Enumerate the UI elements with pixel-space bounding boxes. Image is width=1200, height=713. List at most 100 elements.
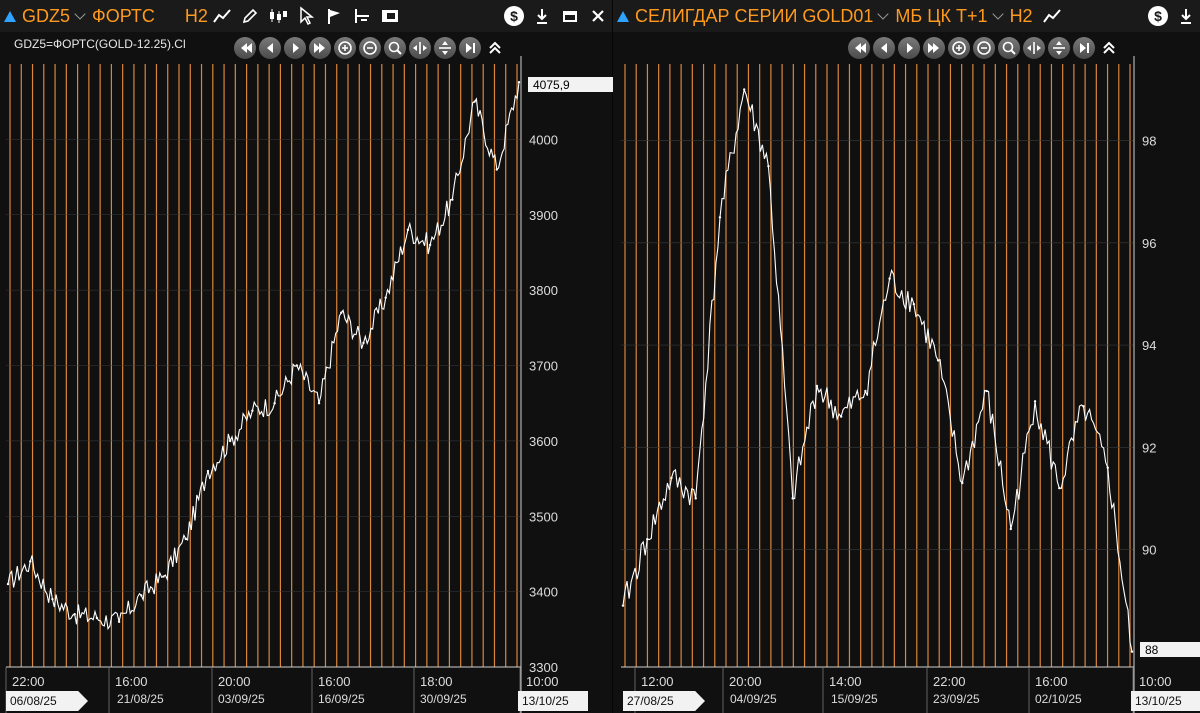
jump-latest-button[interactable]	[459, 37, 481, 59]
scroll-left-button[interactable]	[873, 37, 895, 59]
right-time-label: 14:00	[829, 674, 862, 689]
right-y-tick-label: 96	[1142, 236, 1156, 251]
right-data-point	[767, 165, 770, 168]
right-navigation-bar	[848, 37, 1120, 59]
left-date-label: 03/09/25	[218, 692, 265, 706]
right-data-point	[1082, 405, 1085, 408]
left-data-point	[140, 594, 143, 597]
scroll-right-button[interactable]	[284, 37, 306, 59]
svg-text:$: $	[1154, 8, 1162, 24]
left-y-tick-label: 3600	[529, 434, 558, 449]
right-data-point	[1106, 466, 1109, 469]
right-data-point	[791, 497, 794, 500]
scroll-start-button[interactable]	[848, 37, 870, 59]
download-icon[interactable]	[1173, 3, 1199, 29]
candles-icon[interactable]	[265, 3, 291, 29]
collapse-toolbar-icon[interactable]	[484, 37, 506, 59]
right-date-label: 27/08/25	[627, 694, 674, 708]
right-chart-panel: СЕЛИГДАР СЕРИИ GOLD01 МБ ЦК Т+1 H2 $ 98 9…	[613, 0, 1200, 713]
right-price-chart[interactable]: 98 96 94 92 90 12:00 20:00 14:00 22:00 16:00 10:00	[613, 0, 1200, 713]
scroll-end-button[interactable]	[309, 37, 331, 59]
left-y-tick-label: 4000	[529, 132, 558, 147]
collapse-toolbar-icon[interactable]	[1098, 37, 1120, 59]
right-data-point	[961, 481, 964, 485]
scroll-end-button[interactable]	[923, 37, 945, 59]
right-data-point	[621, 604, 625, 607]
right-symbol[interactable]: СЕЛИГДАР СЕРИИ GOLD01	[635, 5, 874, 26]
left-end-date-badge: 13/10/25	[518, 691, 588, 711]
stretch-vertical-button[interactable]	[1048, 37, 1070, 59]
ruler-icon[interactable]	[349, 3, 375, 29]
left-y-tick-label: 3300	[529, 660, 558, 675]
right-last-value: 88	[1145, 642, 1159, 657]
zoom-out-button[interactable]	[359, 37, 381, 59]
left-data-point	[162, 575, 165, 578]
left-data-point	[6, 582, 10, 586]
left-date-label: 21/08/25	[117, 692, 164, 706]
scroll-start-button[interactable]	[234, 37, 256, 59]
left-time-label: 10:00	[526, 674, 559, 689]
left-interval[interactable]: H2	[184, 5, 208, 26]
right-data-point	[888, 277, 891, 280]
right-date-label: 02/10/25	[1035, 692, 1082, 706]
left-date-label: 30/09/25	[420, 692, 467, 706]
left-data-point	[251, 409, 254, 412]
right-exchange[interactable]: МБ ЦК Т+1	[895, 5, 988, 26]
left-exchange[interactable]: ФОРТС	[92, 5, 155, 26]
left-time-label: 20:00	[218, 674, 251, 689]
left-series-label: GDZ5=ФОРТС(GOLD-12.25).Cl	[14, 37, 186, 51]
left-last-value-badge: 4075,9	[528, 77, 613, 92]
zoom-in-button[interactable]	[948, 37, 970, 59]
left-data-point	[51, 597, 54, 601]
left-price-chart[interactable]: 4000 3900 3800 3700 3600 3500 3400 3300 22:00 16:…	[0, 0, 612, 713]
dollar-icon[interactable]: $	[1145, 3, 1171, 29]
stretch-horizontal-button[interactable]	[409, 37, 431, 59]
dollar-icon[interactable]: $	[501, 3, 527, 29]
right-data-point	[1130, 650, 1134, 653]
zoom-fit-button[interactable]	[384, 37, 406, 59]
right-data-point	[670, 476, 673, 480]
line-chart-icon[interactable]	[209, 3, 235, 29]
left-y-tick-label: 3500	[529, 509, 558, 524]
right-data-point	[646, 538, 649, 541]
left-navigation-bar	[234, 37, 506, 59]
close-icon[interactable]	[585, 3, 611, 29]
left-data-point	[206, 469, 210, 473]
right-data-point	[1058, 486, 1061, 490]
left-titlebar: GDZ5 ФОРТС H2 $	[0, 0, 612, 32]
stretch-horizontal-button[interactable]	[1023, 37, 1045, 59]
right-data-point	[694, 497, 697, 500]
left-data-point	[340, 311, 343, 314]
left-date-label: 13/10/25	[522, 694, 569, 708]
left-y-tick-label: 3900	[529, 208, 558, 223]
zoom-out-button[interactable]	[973, 37, 995, 59]
pencil-icon[interactable]	[237, 3, 263, 29]
download-icon[interactable]	[529, 3, 555, 29]
flag-icon[interactable]	[321, 3, 347, 29]
left-data-point	[362, 341, 365, 345]
right-time-label: 12:00	[641, 674, 674, 689]
right-date-label: 15/09/25	[831, 692, 878, 706]
scroll-right-button[interactable]	[898, 37, 920, 59]
stretch-vertical-button[interactable]	[434, 37, 456, 59]
left-symbol[interactable]: GDZ5	[22, 5, 71, 26]
right-data-point	[1009, 527, 1013, 531]
right-y-tick-label: 98	[1142, 134, 1156, 149]
right-data-point	[742, 88, 746, 91]
cursor-icon[interactable]	[293, 3, 319, 29]
left-data-point	[473, 100, 476, 103]
right-start-date-badge: 27/08/25	[623, 691, 705, 711]
zoom-fit-button[interactable]	[998, 37, 1020, 59]
zoom-in-button[interactable]	[334, 37, 356, 59]
scroll-left-button[interactable]	[259, 37, 281, 59]
right-y-tick-label: 92	[1142, 440, 1156, 455]
camera-icon[interactable]	[377, 3, 403, 29]
right-data-point	[864, 389, 867, 393]
line-chart-icon[interactable]	[1039, 3, 1065, 29]
minimize-icon[interactable]	[557, 3, 583, 29]
jump-latest-button[interactable]	[1073, 37, 1095, 59]
left-data-point	[406, 228, 410, 232]
left-data-point	[73, 613, 76, 616]
right-interval[interactable]: H2	[1009, 5, 1033, 26]
right-y-tick-label: 94	[1142, 338, 1156, 353]
